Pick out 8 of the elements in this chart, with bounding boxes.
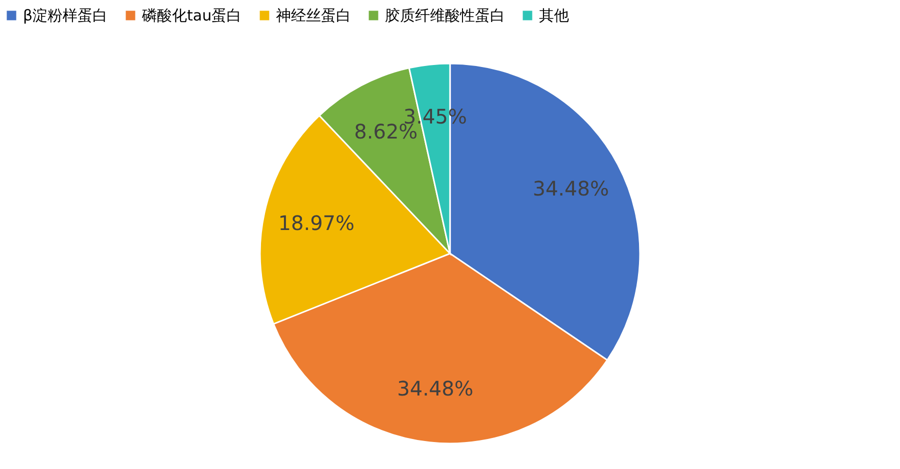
legend-label: 胶质纤维酸性蛋白 (385, 6, 505, 25)
legend-label: 神经丝蛋白 (276, 6, 351, 25)
legend-label: β淀粉样蛋白 (23, 6, 108, 25)
legend-label: 其他 (539, 6, 569, 25)
data-label: 18.97% (278, 211, 355, 236)
data-label: 34.48% (532, 176, 609, 200)
legend-label: 磷酸化tau蛋白 (141, 6, 242, 25)
data-label: 34.48% (397, 376, 474, 400)
